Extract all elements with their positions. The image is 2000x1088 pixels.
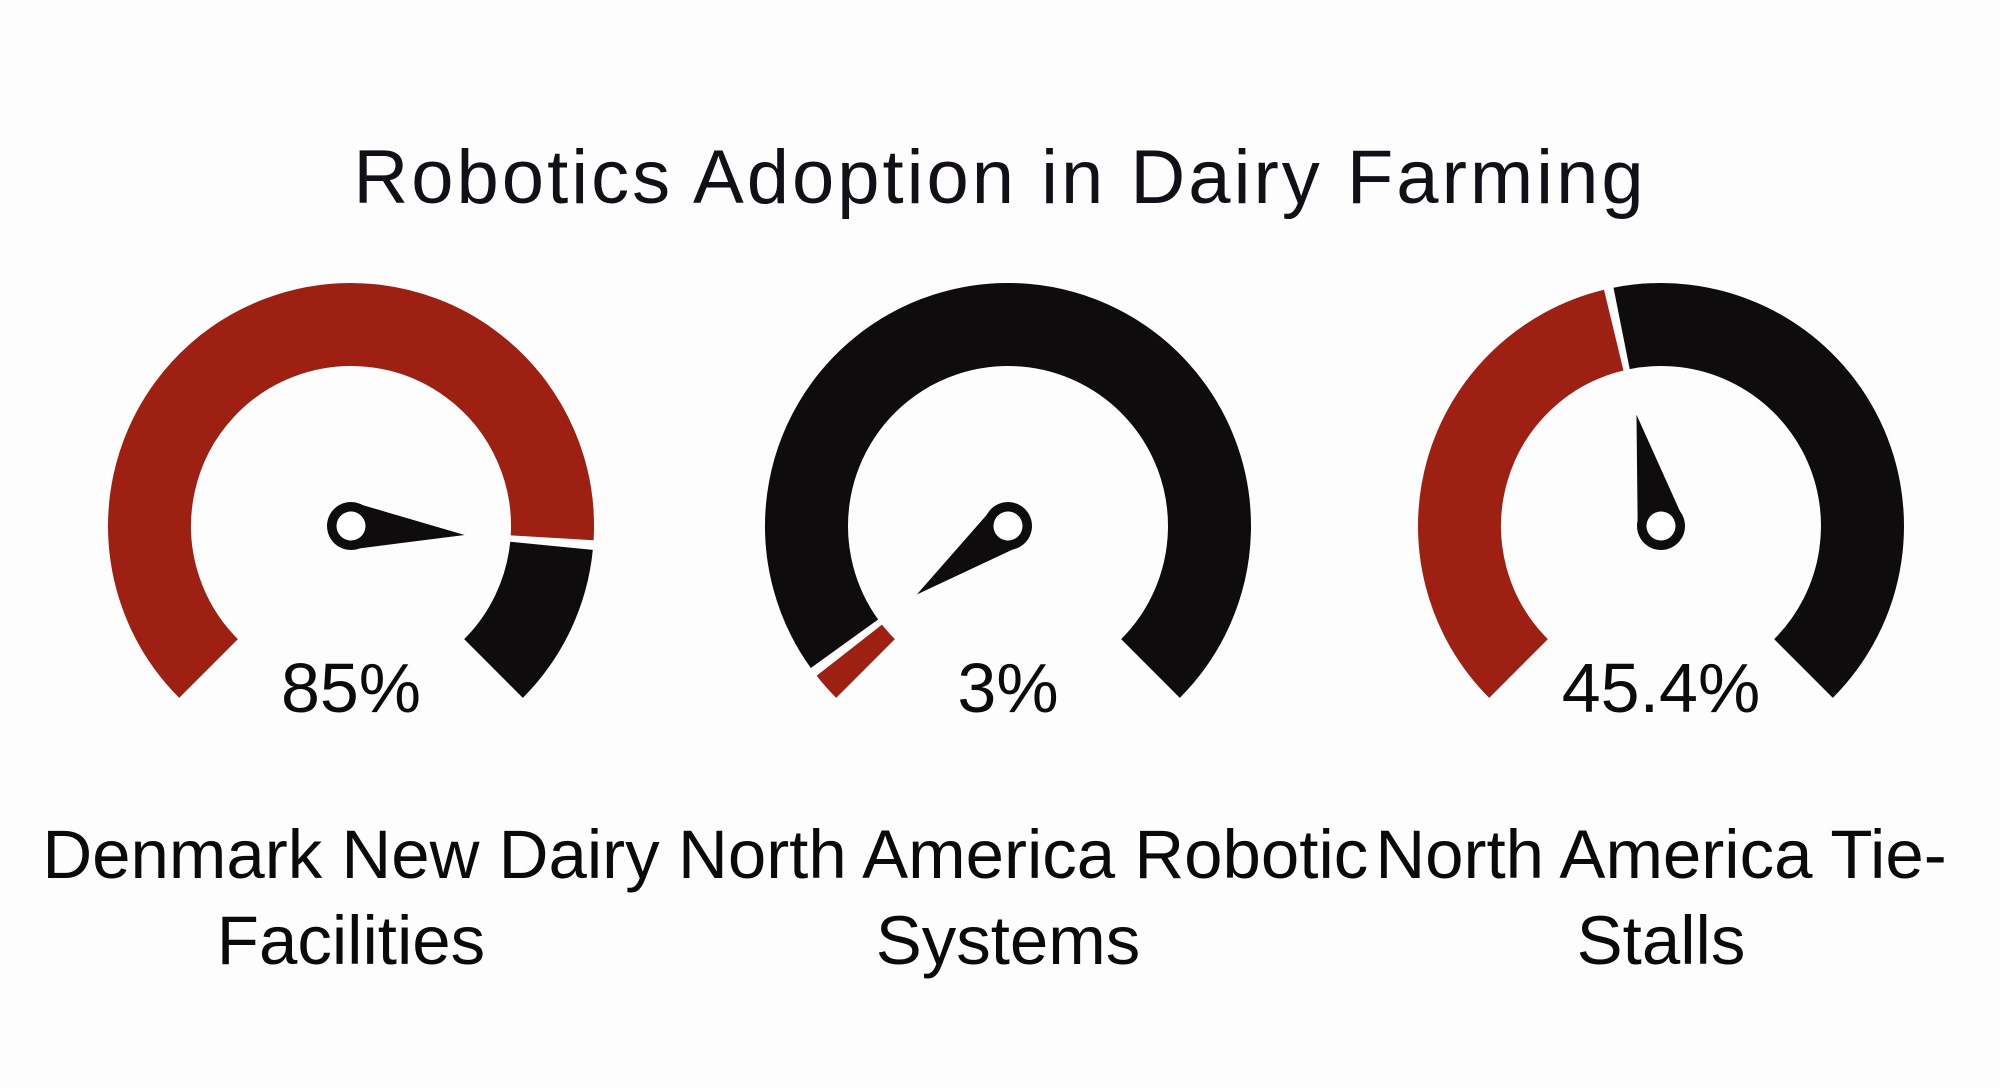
- gauge-category-label: North America Robotic Systems: [678, 812, 1369, 984]
- gauge-category-line-2: Systems: [875, 902, 1141, 979]
- gauge-category-line-1: North America Tie-: [1375, 816, 1947, 893]
- gauge-category-line-1: North America Robotic: [678, 816, 1369, 893]
- gauge-north-america-tie-stalls: 45.4% North America Tie- Stalls: [1331, 0, 1991, 1088]
- gauge-dial-icon: [1418, 283, 1904, 698]
- gauge-value-label: 85%: [280, 649, 422, 727]
- gauge-category-line-2: Facilities: [216, 902, 486, 979]
- gauge-north-america-robotic-systems: 3% North America Robotic Systems: [678, 0, 1369, 1088]
- gauge-category-line-2: Stalls: [1576, 902, 1746, 979]
- chart-title: Robotics Adoption in Dairy Farming: [353, 135, 1647, 220]
- gauge-value-label: 3%: [957, 649, 1059, 727]
- gauge-denmark-new-dairy-facilities: 85% Denmark New Dairy Facilities: [21, 0, 681, 1088]
- gauge-category-label: North America Tie- Stalls: [1331, 812, 1991, 984]
- gauge-category-line-1: Denmark New Dairy: [42, 816, 660, 893]
- gauge-category-label: Denmark New Dairy Facilities: [21, 812, 681, 984]
- gauge-dial-icon: [765, 283, 1251, 698]
- gauge-dial-icon: [108, 283, 594, 698]
- gauge-value-label: 45.4%: [1561, 649, 1761, 727]
